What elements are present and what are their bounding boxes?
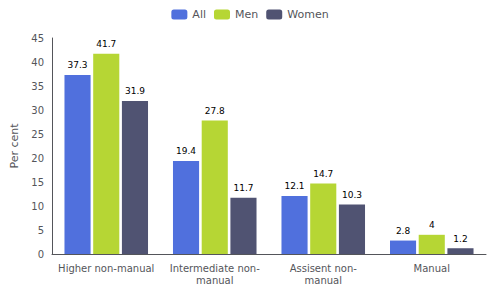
svg-text:0: 0 [38, 249, 44, 260]
svg-text:manual: manual [305, 275, 342, 286]
svg-text:Per cent: Per cent [8, 123, 21, 169]
svg-text:Men: Men [235, 8, 258, 21]
svg-text:14.7: 14.7 [313, 169, 333, 179]
svg-text:Intermediate non-: Intermediate non- [170, 263, 260, 274]
svg-text:5: 5 [38, 225, 44, 236]
svg-text:35: 35 [31, 81, 44, 92]
svg-text:manual: manual [196, 275, 233, 286]
svg-text:25: 25 [31, 129, 44, 140]
svg-text:27.8: 27.8 [205, 106, 225, 116]
svg-text:Higher non-manual: Higher non-manual [58, 263, 154, 274]
svg-text:12.1: 12.1 [285, 181, 305, 191]
svg-text:20: 20 [31, 153, 44, 164]
svg-text:2.8: 2.8 [396, 226, 411, 236]
svg-text:All: All [192, 8, 206, 21]
svg-text:19.4: 19.4 [176, 146, 196, 156]
svg-text:11.7: 11.7 [233, 183, 253, 193]
svg-text:Manual: Manual [414, 263, 450, 274]
svg-text:Assisent non-: Assisent non- [290, 263, 358, 274]
svg-text:1.2: 1.2 [453, 234, 467, 244]
svg-text:30: 30 [31, 105, 44, 116]
svg-text:37.3: 37.3 [68, 60, 88, 70]
svg-text:15: 15 [31, 177, 44, 188]
svg-text:10.3: 10.3 [342, 190, 362, 200]
svg-text:10: 10 [31, 201, 44, 212]
svg-text:Women: Women [287, 8, 328, 21]
svg-text:41.7: 41.7 [96, 39, 116, 49]
svg-text:31.9: 31.9 [125, 86, 145, 96]
svg-text:45: 45 [31, 33, 44, 44]
svg-text:40: 40 [31, 57, 44, 68]
svg-text:4: 4 [429, 220, 435, 230]
